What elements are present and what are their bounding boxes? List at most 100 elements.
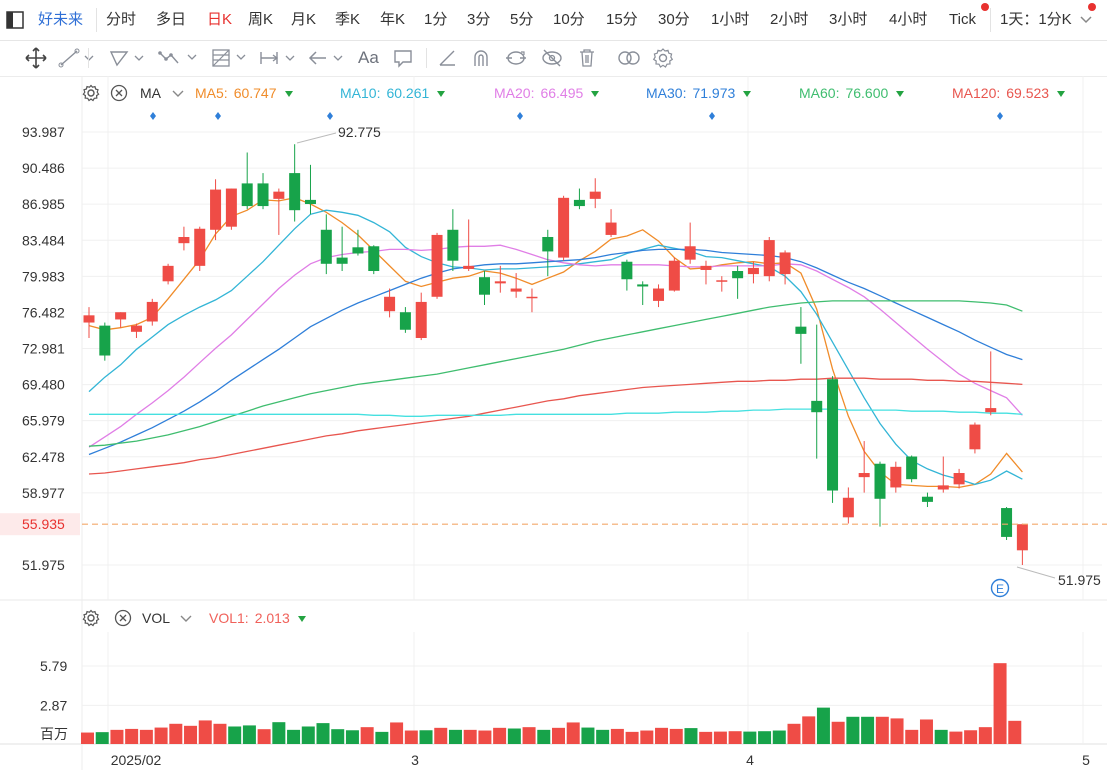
volume-bar[interactable]: [802, 716, 816, 744]
caret-down-icon[interactable]: [437, 91, 446, 98]
close-icon[interactable]: [110, 84, 128, 108]
volume-bar[interactable]: [448, 729, 462, 744]
volume-bar[interactable]: [890, 718, 904, 744]
volume-bar[interactable]: [522, 727, 536, 744]
candle[interactable]: [874, 461, 886, 527]
chevron-down-icon[interactable]: [172, 82, 184, 110]
candle[interactable]: [399, 307, 411, 333]
period-tab[interactable]: 30分: [658, 11, 690, 28]
period-tab[interactable]: 分时: [106, 11, 137, 28]
arrow-icon[interactable]: [306, 44, 346, 72]
volume-bar[interactable]: [316, 723, 330, 744]
trend-line-icon[interactable]: [58, 44, 96, 72]
volume-bar[interactable]: [684, 728, 698, 744]
volume-bar[interactable]: [581, 727, 595, 744]
candle[interactable]: [415, 292, 427, 341]
settings-icon[interactable]: [652, 44, 674, 72]
candle[interactable]: [130, 323, 142, 338]
candle[interactable]: [779, 250, 791, 285]
candle[interactable]: [115, 312, 127, 328]
volume-bar[interactable]: [478, 730, 492, 744]
candle[interactable]: [510, 273, 522, 298]
volume-bar[interactable]: [493, 727, 507, 744]
candle[interactable]: [194, 226, 206, 272]
candle[interactable]: [289, 144, 301, 222]
candle[interactable]: [842, 487, 854, 524]
candle[interactable]: [99, 322, 111, 361]
candle[interactable]: [637, 281, 649, 306]
volume-bar[interactable]: [758, 731, 772, 744]
volume-bar[interactable]: [507, 728, 521, 744]
chevron-down-icon[interactable]: [1080, 0, 1094, 40]
volume-bar[interactable]: [404, 730, 418, 744]
candle[interactable]: [795, 307, 807, 364]
candle[interactable]: [304, 164, 316, 215]
settings-icon[interactable]: [82, 609, 100, 633]
volume-bar[interactable]: [934, 729, 948, 744]
period-tab[interactable]: 季K: [335, 11, 361, 28]
candle[interactable]: [700, 260, 712, 285]
compare-icon[interactable]: [616, 44, 642, 72]
delete-icon[interactable]: [576, 44, 598, 72]
volume-bar[interactable]: [964, 730, 978, 744]
period-tab[interactable]: 15分: [606, 11, 638, 28]
candle[interactable]: [827, 376, 839, 503]
period-tab[interactable]: 2小时: [770, 11, 809, 28]
chevron-down-icon[interactable]: [180, 607, 192, 635]
candle[interactable]: [210, 179, 222, 241]
candle[interactable]: [811, 324, 823, 459]
hide-icon[interactable]: [540, 44, 564, 72]
angle-icon[interactable]: [436, 44, 458, 72]
event-marker-icon[interactable]: [709, 112, 715, 120]
volume-bar[interactable]: [110, 729, 124, 744]
indicator-name[interactable]: VOL: [142, 610, 171, 626]
candle[interactable]: [621, 259, 633, 291]
volume-bar[interactable]: [655, 727, 669, 744]
candle[interactable]: [985, 351, 997, 416]
close-icon[interactable]: [114, 609, 132, 633]
period-tab[interactable]: 5分: [510, 11, 534, 28]
sync-icon[interactable]: [504, 44, 528, 72]
candle[interactable]: [716, 276, 728, 292]
candle[interactable]: [684, 222, 696, 264]
period-tab[interactable]: 日K: [207, 11, 233, 28]
annotation-icon[interactable]: [392, 44, 414, 72]
caret-down-icon[interactable]: [284, 91, 293, 98]
period-tab[interactable]: 3分: [467, 11, 491, 28]
candle[interactable]: [146, 298, 158, 326]
period-tab[interactable]: 年K: [380, 11, 406, 28]
volume-bar[interactable]: [537, 729, 551, 744]
candle[interactable]: [747, 261, 759, 284]
volume-bar[interactable]: [125, 728, 139, 744]
candle[interactable]: [668, 257, 680, 292]
stock-name[interactable]: 好未来: [38, 11, 84, 28]
fib-tool-icon[interactable]: [210, 44, 248, 72]
indicator-name[interactable]: MA: [140, 85, 161, 101]
volume-bar[interactable]: [743, 731, 757, 744]
candle[interactable]: [241, 152, 253, 210]
volume-bar[interactable]: [816, 707, 830, 744]
volume-bar[interactable]: [949, 731, 963, 744]
earnings-marker-icon[interactable]: E: [990, 578, 1010, 598]
candle[interactable]: [890, 461, 902, 493]
volume-bar[interactable]: [228, 726, 242, 744]
volume-bar[interactable]: [242, 725, 256, 744]
candle[interactable]: [732, 265, 744, 299]
candle[interactable]: [352, 229, 364, 256]
volume-bar[interactable]: [713, 731, 727, 744]
volume-bar[interactable]: [360, 727, 374, 744]
event-marker-icon[interactable]: [215, 112, 221, 120]
event-marker-icon[interactable]: [327, 112, 333, 120]
volume-bar[interactable]: [566, 722, 580, 744]
volume-bar[interactable]: [831, 721, 845, 744]
volume-bar[interactable]: [978, 727, 992, 744]
event-marker-icon[interactable]: [997, 112, 1003, 120]
volume-bar[interactable]: [287, 729, 301, 744]
caret-down-icon[interactable]: [743, 91, 752, 98]
candle[interactable]: [763, 236, 775, 282]
candle[interactable]: [257, 173, 269, 210]
period-tab[interactable]: Tick: [949, 11, 976, 28]
volume-bar[interactable]: [81, 732, 94, 744]
candlestick-chart[interactable]: 93.987 90.486 86.985 83.484 79.983 76.482 72.9…: [0, 76, 1107, 770]
volume-bar[interactable]: [993, 663, 1007, 744]
